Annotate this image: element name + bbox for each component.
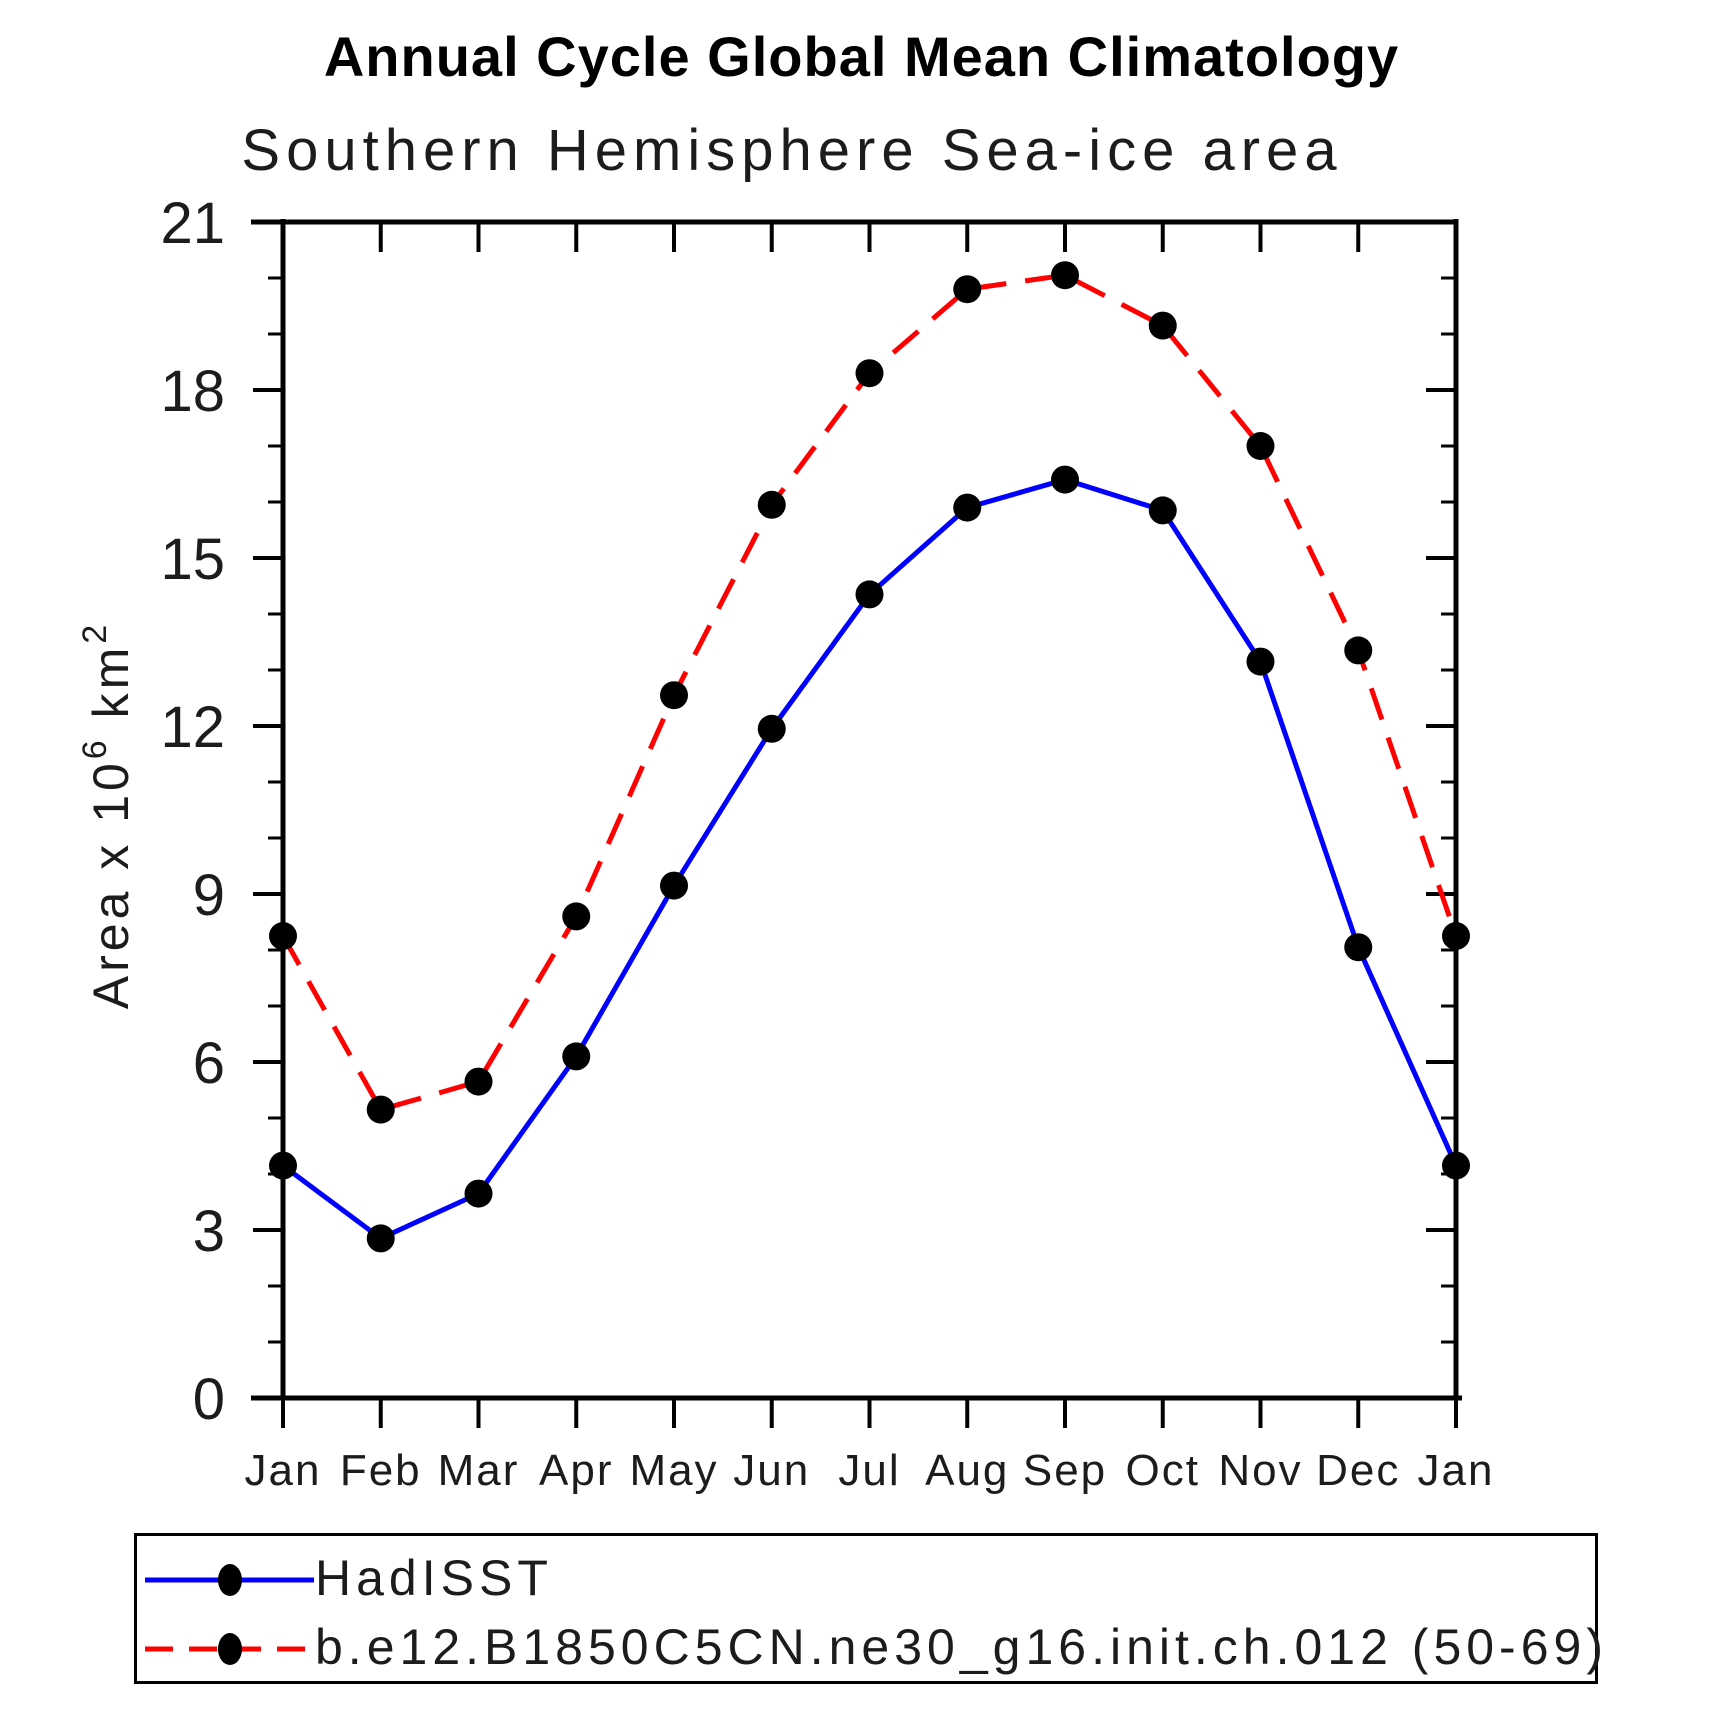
data-point-marker <box>366 1224 395 1253</box>
data-point-marker <box>1148 311 1177 340</box>
data-point-marker <box>1246 647 1275 676</box>
legend-sample-hadisst <box>145 1564 314 1596</box>
y-axis-tick-label: 15 <box>160 527 225 592</box>
legend-entry-model: b.e12.B1850C5CN.ne30_g16.init.ch.012 (50… <box>137 1622 1603 1699</box>
y-axis-tick-label: 21 <box>160 191 225 256</box>
data-point-marker <box>1442 1151 1470 1180</box>
data-point-marker <box>1442 922 1470 950</box>
x-axis-tick-label: Sep <box>1023 1446 1107 1495</box>
x-axis-tick-label: Jan <box>245 1446 322 1495</box>
data-point-marker <box>1051 261 1079 290</box>
x-axis-tick-label: Oct <box>1126 1446 1200 1495</box>
data-point-marker <box>269 922 297 950</box>
x-axis-tick-label: Feb <box>340 1446 422 1495</box>
x-axis-tick-label: Dec <box>1316 1446 1400 1495</box>
data-point-marker <box>562 1042 591 1071</box>
data-point-marker <box>953 275 982 304</box>
data-point-marker <box>1148 496 1177 525</box>
data-point-marker <box>660 871 688 900</box>
y-axis-tick-label: 12 <box>160 695 225 760</box>
legend-label-model: b.e12.B1850C5CN.ne30_g16.init.ch.012 (50… <box>315 1619 1608 1675</box>
data-point-marker <box>1344 636 1373 665</box>
data-point-marker <box>464 1179 493 1208</box>
chart-subtitle: Southern Hemisphere Sea-ice area <box>241 118 1343 183</box>
legend-entry-hadisst: HadISST <box>137 1550 1595 1630</box>
x-axis-tick-label: Mar <box>438 1446 520 1495</box>
data-point-marker <box>269 1151 297 1180</box>
data-point-marker <box>1344 933 1373 962</box>
data-point-marker <box>757 714 786 743</box>
x-axis-tick-label: May <box>629 1446 718 1495</box>
series-line-model <box>280 272 1459 1113</box>
data-point-marker <box>660 681 688 710</box>
y-axis-title: Area x 106 km2 <box>76 621 139 1009</box>
y-axis-tick-label: 3 <box>193 1199 225 1264</box>
data-point-marker <box>953 493 982 522</box>
legend-label-hadisst: HadISST <box>315 1550 553 1606</box>
y-axis-tick-label: 18 <box>160 359 225 424</box>
data-point-marker <box>855 359 884 388</box>
data-point-marker <box>1246 432 1275 460</box>
x-axis-tick-label: Jun <box>733 1446 810 1495</box>
data-point-marker <box>366 1095 395 1124</box>
chart-title: Annual Cycle Global Mean Climatology <box>323 25 1400 88</box>
x-axis-tick-label: Jul <box>838 1446 900 1495</box>
legend-box: HadISST b.e12.B1850C5CN.ne30_g16.init.ch… <box>134 1533 1603 1684</box>
data-point-marker <box>855 580 884 609</box>
x-axis-tick-label: Jan <box>1418 1446 1495 1495</box>
legend-marker-dot <box>218 1564 242 1596</box>
legend-marker-dot <box>218 1633 242 1665</box>
legend-sample-model <box>145 1633 314 1665</box>
x-axis-tick-label: Aug <box>925 1446 1009 1495</box>
data-point-marker <box>757 490 786 519</box>
x-axis-tick-label: Nov <box>1218 1446 1302 1495</box>
data-point-marker <box>464 1067 493 1096</box>
y-axis-tick-label: 9 <box>193 863 225 928</box>
y-axis-tick-label: 6 <box>193 1031 225 1096</box>
data-point-marker <box>1051 465 1079 494</box>
data-point-marker <box>562 902 591 931</box>
y-axis-tick-label: 0 <box>193 1367 225 1432</box>
x-axis-tick-label: Apr <box>539 1446 613 1495</box>
